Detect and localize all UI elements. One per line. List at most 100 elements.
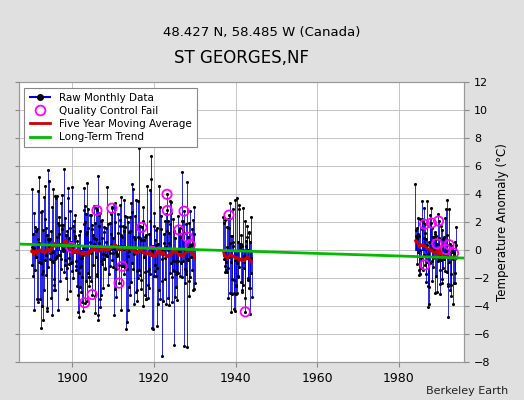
Point (150, 223, 158, 230)
Point (95, 304, 104, 310)
Point (70, 218, 78, 224)
Point (222, 259, 231, 265)
Point (96, 292, 105, 298)
Point (97, 218, 105, 224)
Point (226, 309, 235, 315)
Point (138, 224, 146, 230)
Point (224, 294, 233, 301)
Point (160, 240, 169, 246)
Point (124, 218, 133, 225)
Point (177, 260, 185, 266)
Point (451, 280, 460, 286)
Point (139, 254, 148, 260)
Point (45, 242, 53, 248)
Point (444, 206, 453, 212)
Point (221, 269, 230, 276)
Point (232, 290, 241, 297)
Point (71, 232, 79, 239)
Point (136, 223, 145, 229)
Point (434, 258, 442, 264)
Point (421, 230, 430, 236)
Point (165, 240, 173, 246)
Point (80, 207, 88, 213)
Point (189, 204, 198, 210)
Point (150, 262, 159, 268)
Point (56, 252, 64, 258)
Point (141, 234, 149, 240)
Point (31, 251, 39, 258)
Point (52, 192, 61, 199)
Point (423, 251, 432, 257)
Point (97, 234, 106, 241)
Point (442, 246, 450, 253)
Point (30, 210, 38, 216)
Point (132, 289, 140, 295)
Point (132, 248, 140, 254)
Point (61, 275, 70, 282)
Point (444, 281, 453, 287)
Point (422, 242, 431, 248)
Point (67, 244, 75, 251)
Point (44, 263, 52, 270)
Point (66, 208, 74, 214)
Point (429, 264, 438, 270)
Point (57, 200, 66, 206)
Point (220, 214, 228, 220)
Point (33, 226, 41, 232)
Point (74, 313, 83, 320)
Point (169, 258, 177, 264)
Point (66, 225, 74, 232)
Point (173, 269, 181, 275)
Point (226, 240, 234, 246)
Point (188, 238, 196, 245)
Point (72, 267, 80, 273)
Point (157, 213, 165, 219)
Point (89, 262, 97, 268)
Point (79, 252, 88, 258)
Point (94, 223, 103, 229)
Point (53, 234, 62, 240)
Point (168, 274, 176, 280)
Point (427, 220, 435, 226)
Point (440, 256, 449, 262)
Point (75, 264, 84, 270)
Point (51, 286, 59, 293)
Point (89, 234, 97, 241)
Point (162, 228, 171, 234)
Point (221, 267, 230, 273)
Point (58, 221, 67, 228)
Point (81, 218, 89, 225)
Point (114, 243, 122, 249)
Point (412, 233, 421, 239)
Point (117, 194, 126, 200)
Point (442, 232, 451, 238)
Point (449, 301, 457, 307)
Point (137, 277, 145, 283)
Point (164, 218, 172, 224)
Point (135, 145, 143, 151)
Point (113, 252, 122, 258)
Point (64, 185, 72, 191)
Point (81, 203, 90, 209)
Point (234, 274, 242, 280)
Point (94, 312, 103, 318)
Point (421, 271, 430, 278)
Point (247, 254, 256, 261)
Legend: Raw Monthly Data, Quality Control Fail, Five Year Moving Average, Long-Term Tren: Raw Monthly Data, Quality Control Fail, … (25, 88, 196, 148)
Point (46, 256, 54, 262)
Point (82, 211, 90, 217)
Point (55, 214, 63, 220)
Point (183, 234, 192, 240)
Point (412, 226, 420, 233)
Point (184, 292, 193, 299)
Point (35, 240, 43, 246)
Point (48, 203, 56, 210)
Point (242, 243, 250, 250)
Point (233, 290, 241, 296)
Point (92, 205, 100, 212)
Point (47, 248, 56, 255)
Point (121, 212, 129, 219)
Point (90, 202, 98, 209)
Point (180, 208, 188, 214)
Point (441, 252, 449, 258)
